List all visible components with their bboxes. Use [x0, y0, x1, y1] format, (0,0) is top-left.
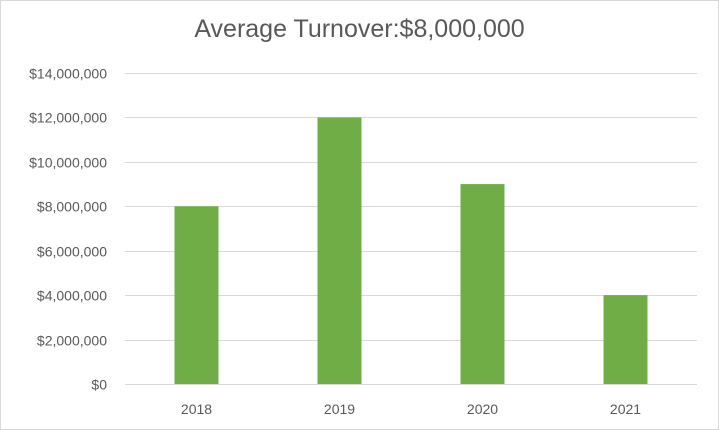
- bar-2019: [317, 117, 362, 384]
- y-tick-label: $10,000,000: [29, 155, 107, 171]
- x-tick-label: 2018: [181, 401, 212, 417]
- x-tick-label: 2021: [610, 401, 641, 417]
- bar-2020: [460, 184, 505, 384]
- bar-2018: [174, 206, 219, 384]
- chart-title: Average Turnover:$8,000,000: [194, 15, 525, 43]
- y-tick-label: $2,000,000: [37, 333, 107, 349]
- bar-2021: [603, 295, 648, 384]
- y-tick-label: $0: [91, 377, 107, 393]
- x-tick-label: 2020: [467, 401, 498, 417]
- y-tick-label: $4,000,000: [37, 288, 107, 304]
- x-tick-label: 2019: [324, 401, 355, 417]
- y-tick-label: $14,000,000: [29, 66, 107, 82]
- y-tick-label: $6,000,000: [37, 244, 107, 260]
- y-tick-label: $8,000,000: [37, 199, 107, 215]
- y-tick-label: $12,000,000: [29, 110, 107, 126]
